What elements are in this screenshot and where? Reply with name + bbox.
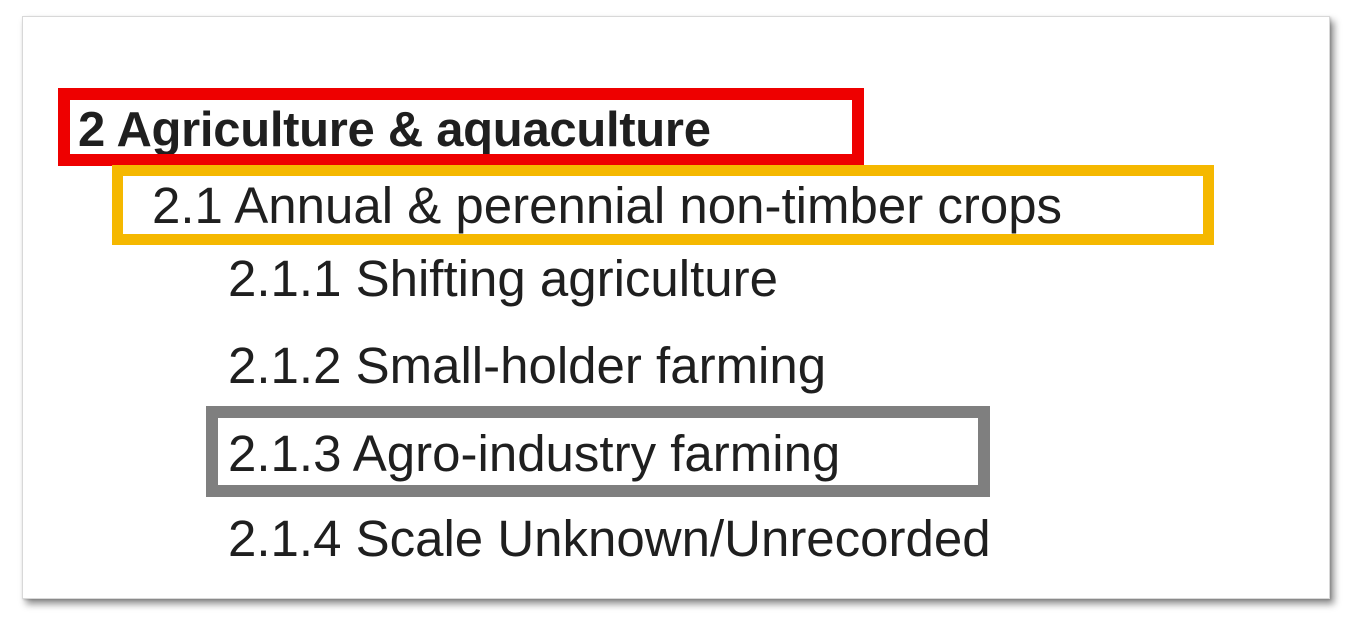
list-item: 2.1.2 Small-holder farming	[228, 337, 827, 394]
list-item: 2.1.1 Shifting agriculture	[228, 250, 778, 307]
list-item: 2.1.4 Scale Unknown/Unrecorded	[228, 510, 991, 567]
level-2-highlight-box	[112, 165, 1214, 245]
outline-card	[22, 16, 1330, 599]
heading-level-1: 2 Agriculture & aquaculture	[78, 103, 711, 157]
list-item: 2.1.3 Agro-industry farming	[228, 425, 841, 482]
level-1-highlight-box	[58, 88, 864, 166]
item-highlight-box	[206, 406, 990, 497]
heading-level-2: 2.1 Annual & perennial non-timber crops	[152, 177, 1063, 234]
